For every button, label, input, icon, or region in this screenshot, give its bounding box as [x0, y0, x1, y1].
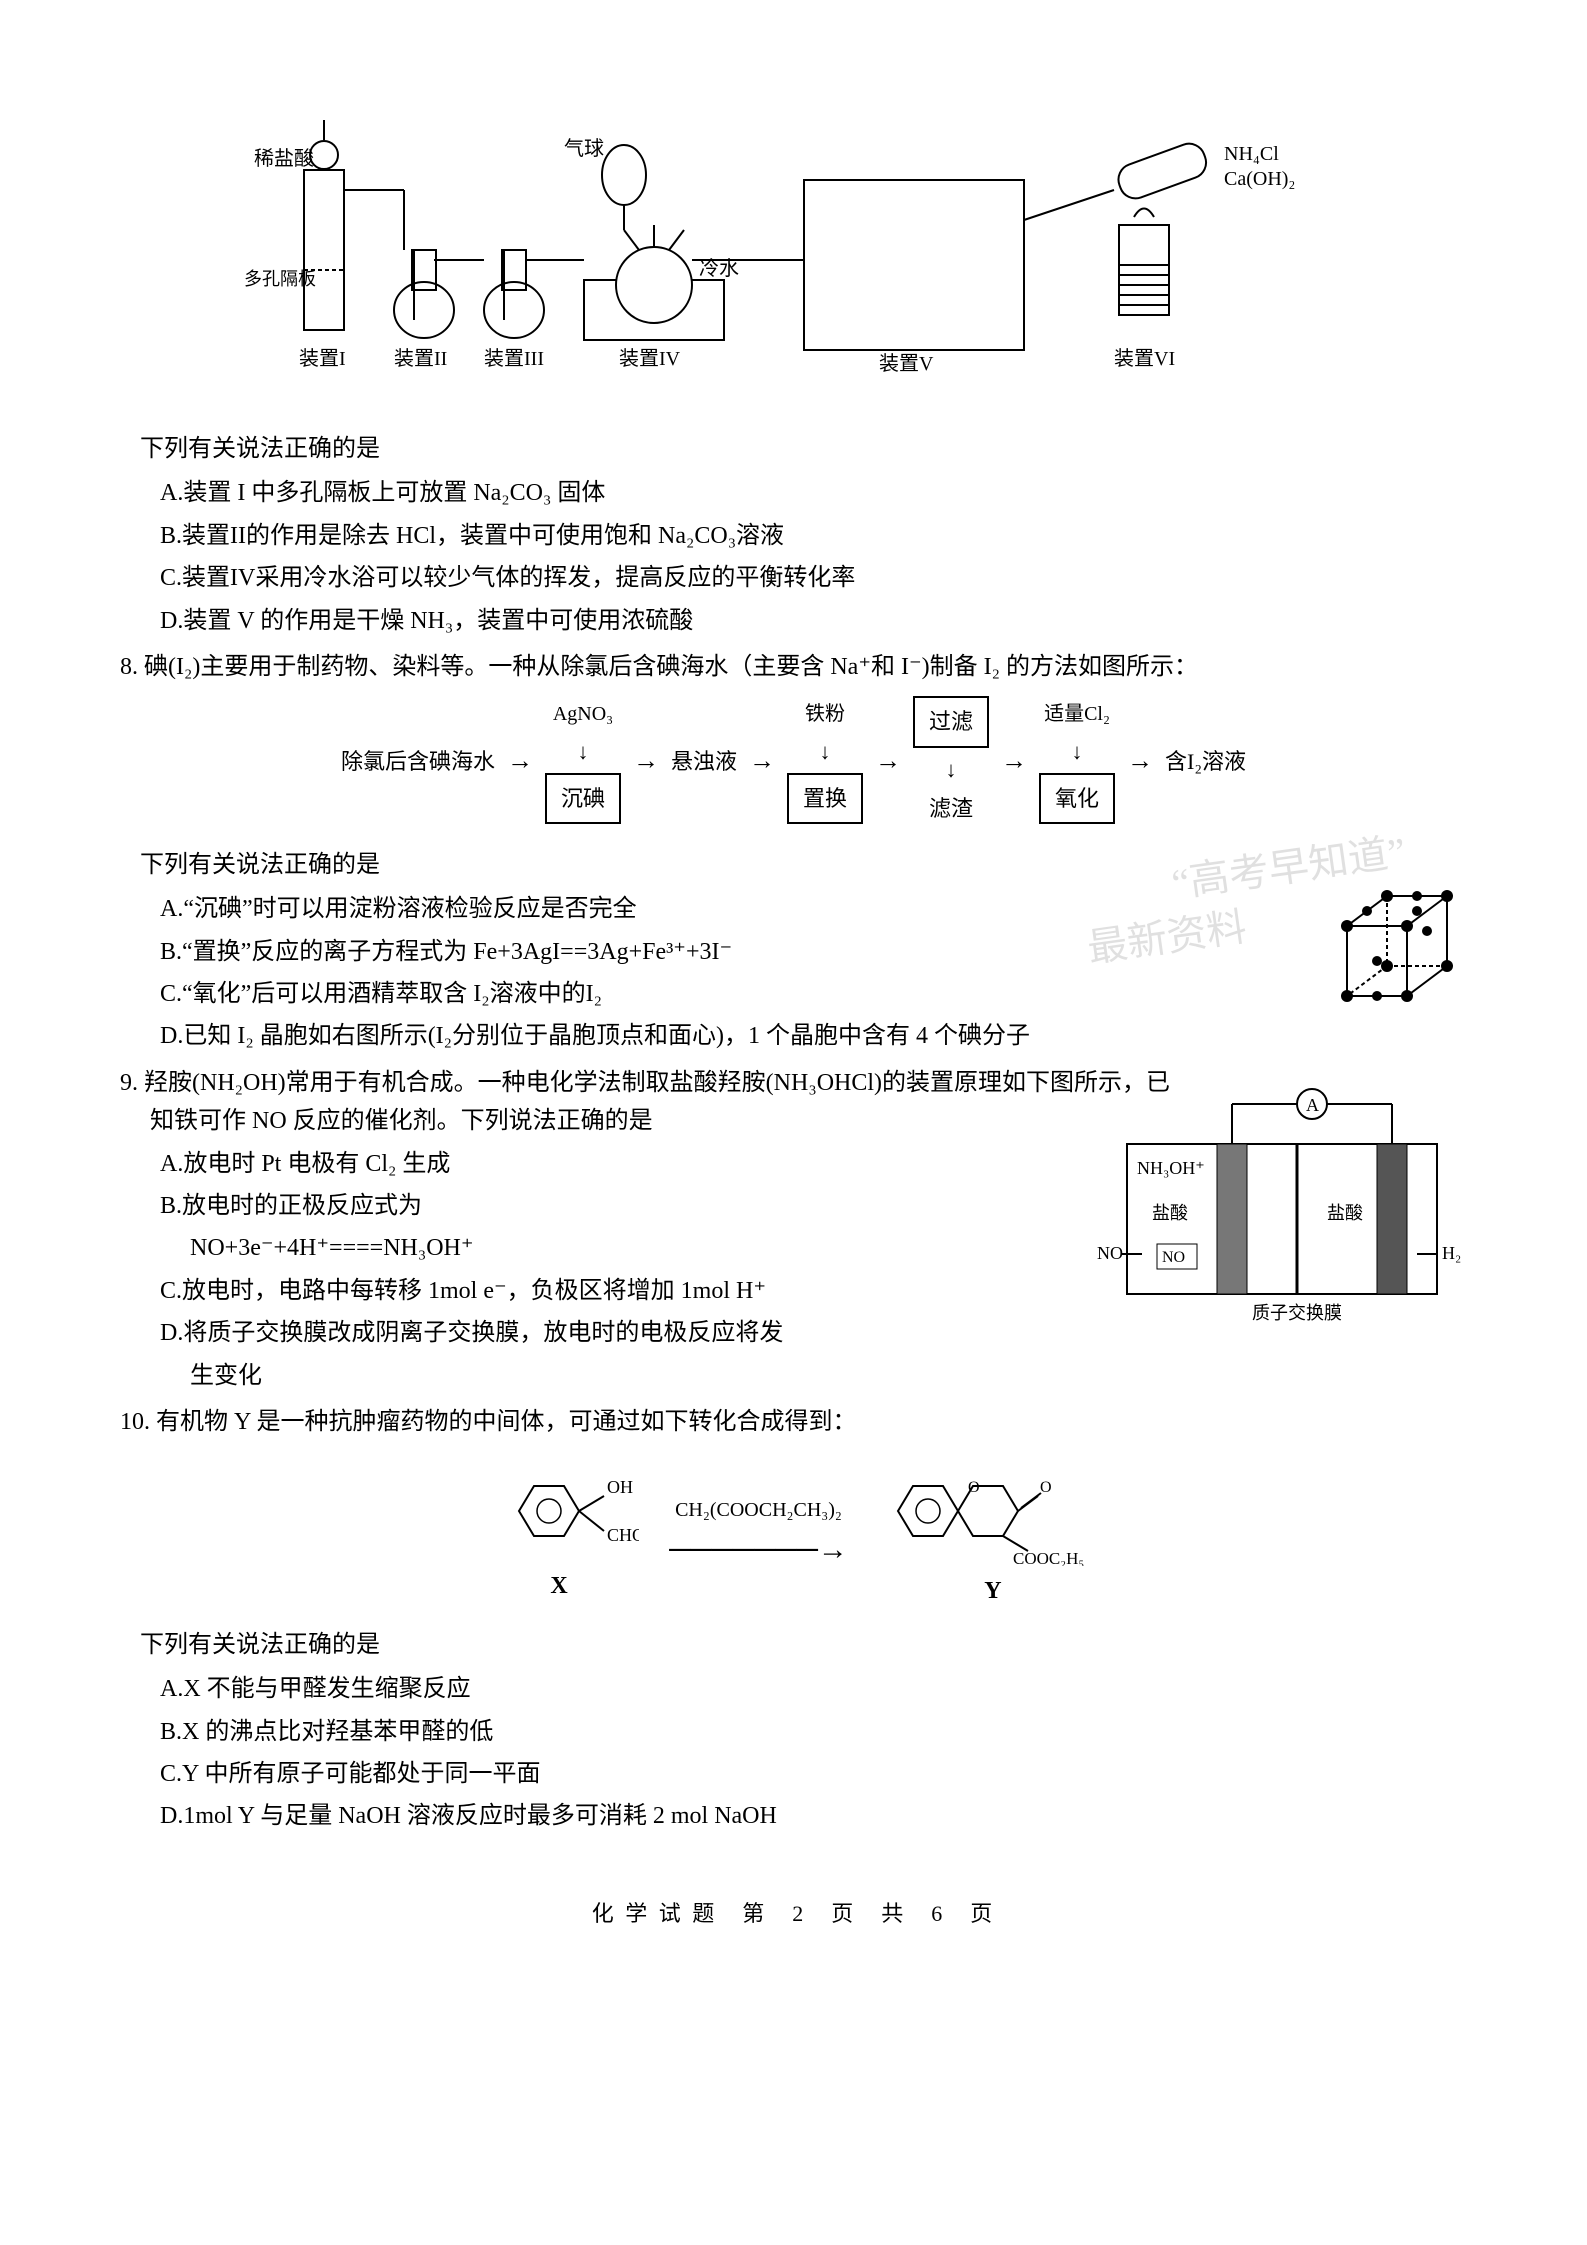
q9-option-a: A.放电时 Pt 电极有 Cl₂ 生成: [160, 1145, 1060, 1183]
arrow-icon: →: [1127, 740, 1153, 782]
label-caoh2: Ca(OH)₂: [1224, 168, 1295, 190]
q10-reaction-scheme: OH CHO X CH₂(COOCH₂CH₃)₂ ───────→ O O CO…: [120, 1456, 1467, 1610]
mol-y-structure: O O COOC₂H₅: [878, 1456, 1108, 1566]
q7-stem: 下列有关说法正确的是: [140, 430, 1467, 468]
mol-x-structure: OH CHO: [479, 1461, 639, 1561]
svg-text:OH: OH: [607, 1477, 633, 1497]
down-arrow-icon: ↓: [946, 752, 957, 787]
q7-option-a: A.装置 I 中多孔隔板上可放置 Na₂CO₃ 固体: [160, 474, 1467, 512]
q9-option-d2: 生变化: [190, 1357, 1090, 1395]
q9-intro-1: 羟胺(NH₂OH)常用于有机合成。一种电化学法制取盐酸羟胺(NH₃OHCl)的装…: [144, 1070, 1170, 1096]
q8-option-d: D.已知 I₂ 晶胞如右图所示(I₂分别位于晶胞顶点和面心)，1 个晶胞中含有 …: [160, 1017, 1467, 1055]
q10-stem: 下列有关说法正确的是: [140, 1626, 1467, 1664]
fig-membrane: 质子交换膜: [1252, 1303, 1342, 1323]
fig-h2: H₂: [1442, 1243, 1461, 1263]
arrow-icon: →: [749, 740, 775, 782]
svg-text:O: O: [1040, 1479, 1052, 1496]
q10-option-a: A.X 不能与甲醛发生缩聚反应: [160, 1670, 1467, 1708]
flow-node-4: 氧化: [1039, 773, 1115, 824]
q8-option-c: C.“氧化”后可以用酒精萃取含 I₂溶液中的I₂: [160, 975, 1467, 1013]
q10-option-b: B.X 的沸点比对羟基苯甲醛的低: [160, 1713, 1467, 1751]
q10-intro: 有机物 Y 是一种抗肿瘤药物的中间体，可通过如下转化合成得到：: [156, 1409, 856, 1435]
down-arrow-icon: ↓: [1072, 734, 1083, 769]
q9-option-c: C.放电时，电路中每转移 1mol e⁻，负极区将增加 1mol H⁺: [160, 1272, 1060, 1310]
arrow-icon: →: [875, 740, 901, 782]
q9-number: 9.: [120, 1070, 138, 1096]
label-dev5: 装置V: [879, 352, 934, 375]
q10-option-d: D.1mol Y 与足量 NaOH 溶液反应时最多可消耗 2 mol NaOH: [160, 1797, 1467, 1835]
label-nh4cl: NH₄Cl: [1224, 143, 1279, 165]
q8-intro: 碘(I₂)主要用于制药物、染料等。一种从除氯后含碘海水（主要含 Na⁺和 I⁻)…: [144, 654, 1198, 680]
flow-node-1: 沉碘: [545, 773, 621, 824]
arrow-icon: ───────→: [669, 1526, 848, 1574]
flow-iron: 铁粉: [805, 698, 845, 730]
arrow-icon: →: [1001, 740, 1027, 782]
q9-electrochem-figure: A NH₃OH⁺ 盐酸 盐酸 NO NO H₂ 质子交换膜: [1097, 1084, 1467, 1344]
fig-hcl-right: 盐酸: [1327, 1203, 1363, 1223]
label-dev2: 装置II: [394, 347, 447, 370]
q8-option-a: A.“沉碘”时可以用淀粉溶液检验反应是否完全: [160, 890, 1467, 928]
q9-option-d1: D.将质子交换膜改成阴离子交换膜，放电时的电极反应将发: [160, 1314, 1060, 1352]
label-dev1: 装置I: [299, 347, 346, 370]
label-dilute-hcl: 稀盐酸: [254, 147, 314, 170]
q10-option-c: C.Y 中所有原子可能都处于同一平面: [160, 1755, 1467, 1793]
q7-option-d: D.装置 V 的作用是干燥 NH₃，装置中可使用浓硫酸: [160, 602, 1467, 640]
flow-suspension: 悬浊液: [671, 744, 737, 779]
svg-text:O: O: [968, 1479, 980, 1496]
flow-cl2: 适量Cl₂: [1044, 698, 1110, 730]
fig-nh3oh: NH₃OH⁺: [1137, 1158, 1205, 1178]
fig-no-box: NO: [1162, 1249, 1185, 1266]
q7-apparatus-svg: 稀盐酸 多孔隔板 气球 冷水 NH₄: [244, 110, 1344, 410]
svg-text:COOC₂H₅: COOC₂H₅: [1013, 1549, 1084, 1566]
mol-y-label: Y: [984, 1572, 1001, 1610]
fig-no-in: NO: [1097, 1243, 1123, 1263]
q10-number: 10.: [120, 1409, 150, 1435]
flow-residue: 滤渣: [929, 791, 973, 826]
flow-start: 除氯后含碘海水: [341, 744, 495, 779]
q9-option-b2: NO+3e⁻+4H⁺====NH₃OH⁺: [190, 1229, 1090, 1267]
label-porous-plate: 多孔隔板: [244, 269, 316, 289]
svg-text:CHO: CHO: [607, 1525, 639, 1545]
arrow-icon: →: [507, 740, 533, 782]
arrow-icon: →: [633, 740, 659, 782]
q7-option-c: C.装置IV采用冷水浴可以较少气体的挥发，提高反应的平衡转化率: [160, 559, 1467, 597]
flow-node-2: 置换: [787, 773, 863, 824]
q7-apparatus-figure: 稀盐酸 多孔隔板 气球 冷水 NH₄: [120, 110, 1467, 410]
mol-x-label: X: [550, 1567, 567, 1605]
label-dev4: 装置IV: [619, 347, 681, 370]
q8-crystal-figure: [1327, 876, 1467, 1026]
q8-flow-figure: 除氯后含碘海水 → AgNO₃ ↓ 沉碘 → 悬浊液 → 铁粉 ↓ 置换 → 过…: [120, 696, 1467, 826]
q7-option-b: B.装置II的作用是除去 HCl，装置中可使用饱和 Na₂CO₃溶液: [160, 517, 1467, 555]
label-balloon: 气球: [564, 137, 604, 160]
flow-end: 含I₂溶液: [1165, 744, 1246, 779]
q8-number: 8.: [120, 654, 138, 680]
label-dev3: 装置III: [484, 347, 544, 370]
down-arrow-icon: ↓: [577, 734, 588, 769]
flow-agno3: AgNO₃: [553, 698, 613, 730]
fig-hcl-left: 盐酸: [1152, 1203, 1188, 1223]
down-arrow-icon: ↓: [820, 734, 831, 769]
ammeter-label: A: [1306, 1095, 1319, 1115]
q8-option-b: B.“置换”反应的离子方程式为 Fe+3AgI==3Ag+Fe³⁺+3I⁻: [160, 933, 1467, 971]
q8-stem: 下列有关说法正确的是: [140, 846, 1467, 884]
flow-node-3: 过滤: [913, 696, 989, 747]
q9-option-b: B.放电时的正极反应式为: [160, 1187, 1060, 1225]
rxn-condition: CH₂(COOCH₂CH₃)₂: [675, 1494, 842, 1526]
label-dev6: 装置VI: [1114, 347, 1175, 370]
page-footer: 化 学 试 题 第 2 页 共 6 页: [120, 1896, 1467, 1931]
